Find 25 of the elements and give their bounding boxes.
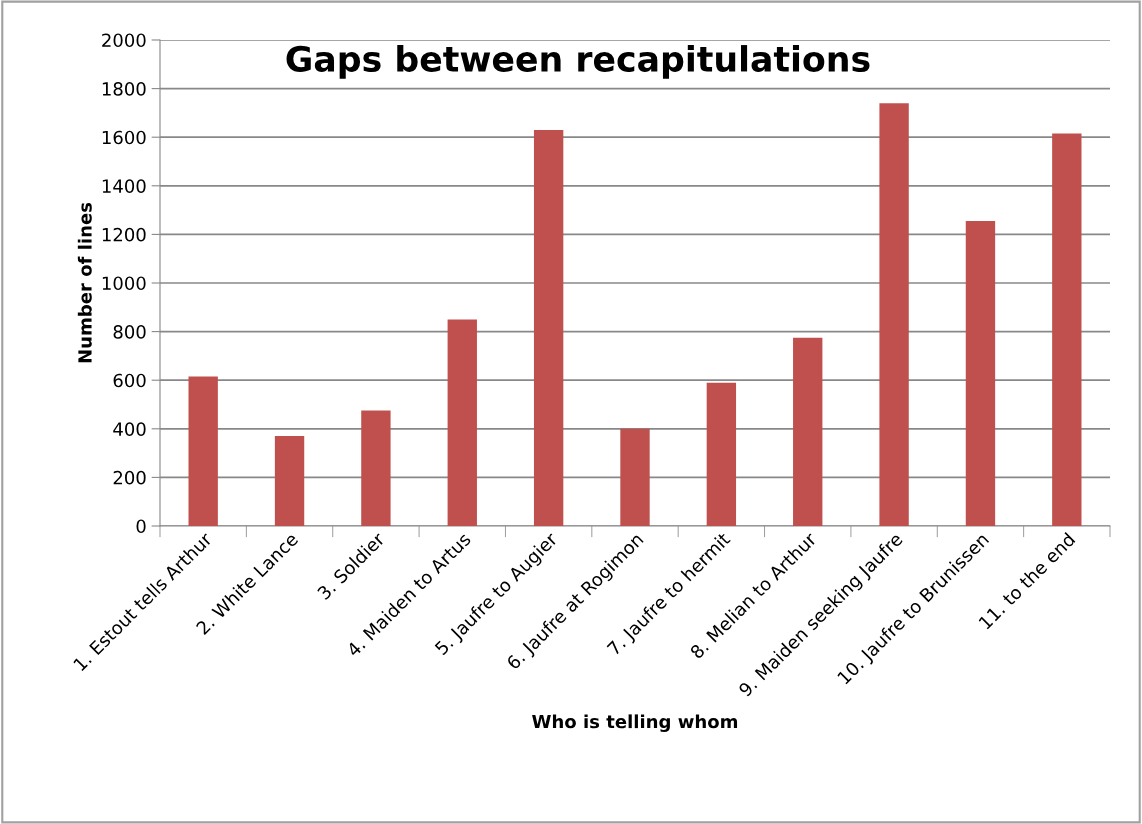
y-tick-label: 400 xyxy=(113,422,146,436)
y-tick-label: 2000 xyxy=(102,33,146,48)
chart-title: Gaps between recapitulations xyxy=(286,45,870,79)
bar xyxy=(706,382,737,526)
y-tick-label: 800 xyxy=(113,325,146,339)
bar xyxy=(447,319,477,526)
y-axis-title: Number of lines xyxy=(77,202,92,363)
bar xyxy=(1052,133,1082,526)
y-tick-label: 1200 xyxy=(102,227,146,242)
bar xyxy=(879,103,909,526)
y-tick-label: 0 xyxy=(136,519,146,534)
y-tick-label: 1600 xyxy=(102,130,146,145)
x-axis-title: Who is telling whom xyxy=(532,714,738,733)
bar xyxy=(620,428,650,526)
y-tick-label: 200 xyxy=(113,470,146,485)
y-tick-label: 1000 xyxy=(102,276,146,291)
y-tick-label: 1800 xyxy=(102,82,146,96)
bar xyxy=(533,129,564,526)
bar xyxy=(274,436,305,526)
y-tick-label: 600 xyxy=(113,373,146,388)
bar xyxy=(965,221,996,526)
bar xyxy=(361,410,391,526)
y-tick-label: 1400 xyxy=(102,179,146,193)
bar xyxy=(188,376,218,526)
bar xyxy=(793,337,823,526)
